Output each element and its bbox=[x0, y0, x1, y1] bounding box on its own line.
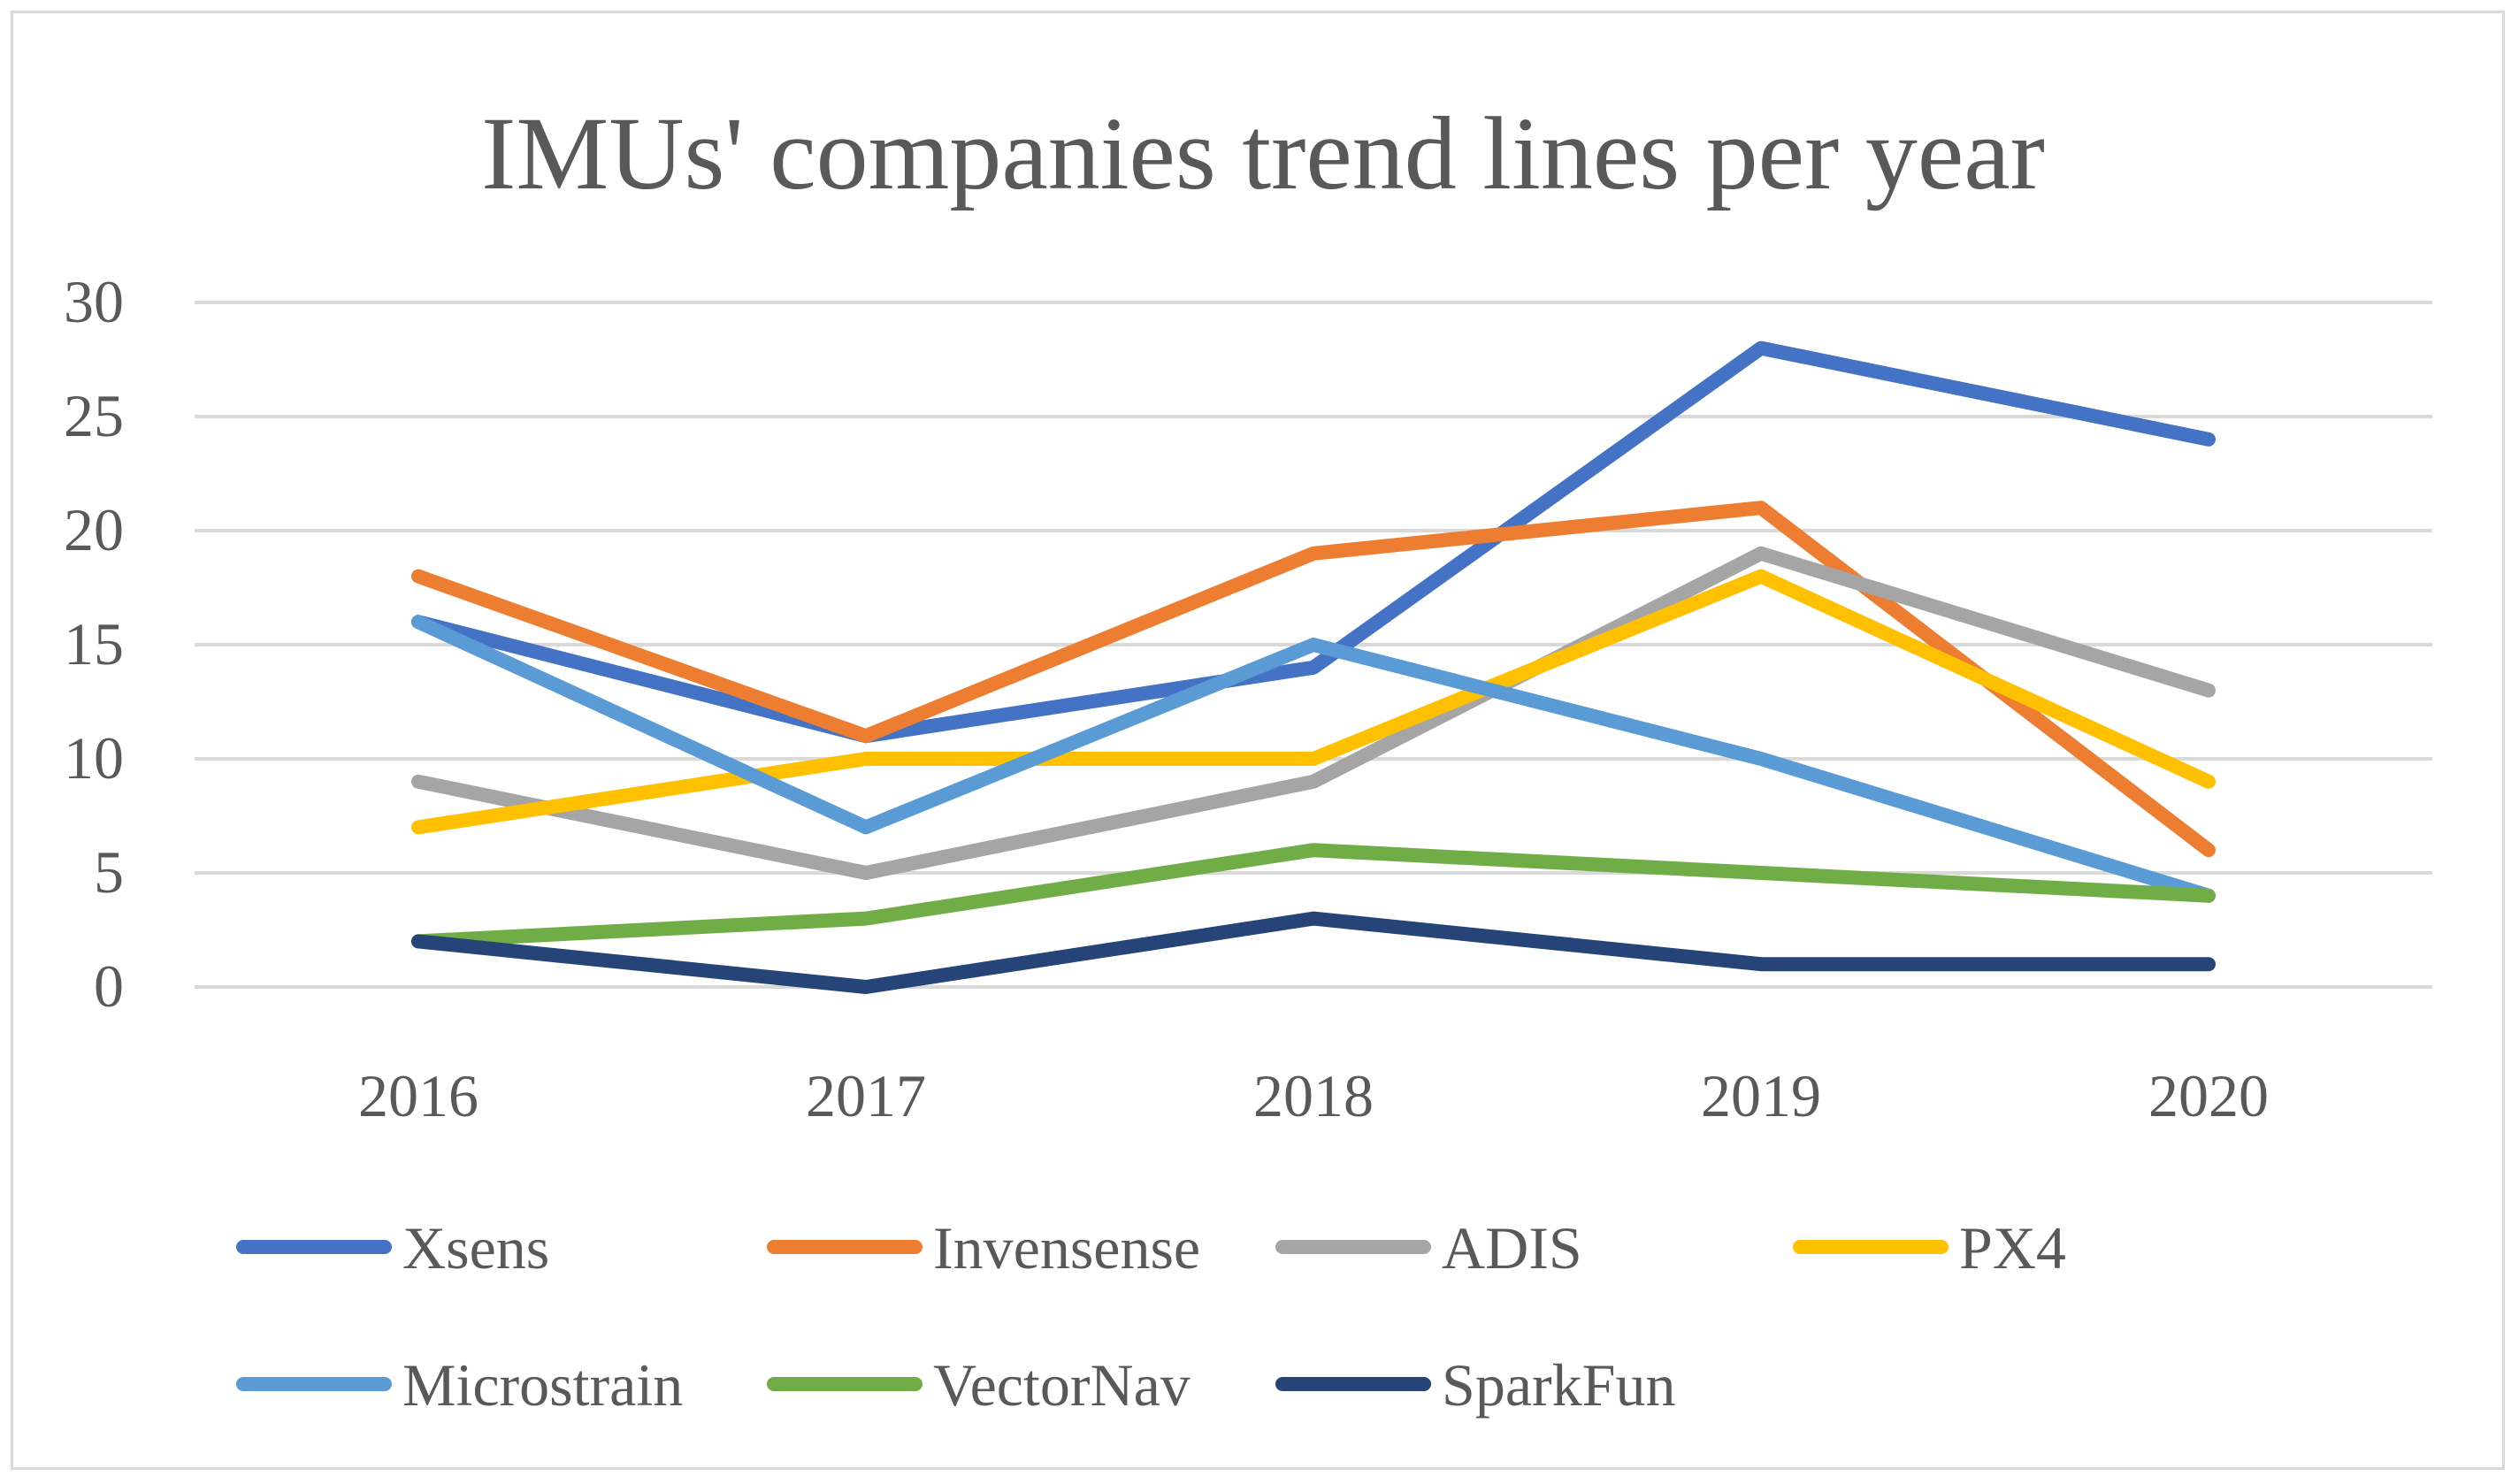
legend-label: PX4 bbox=[1959, 1214, 2066, 1281]
legend-item-adis: ADIS bbox=[1275, 1214, 1582, 1281]
series-line-sparkfun bbox=[411, 911, 2216, 994]
legend-label: ADIS bbox=[1442, 1214, 1582, 1281]
y-tick-label: 20 bbox=[64, 496, 124, 563]
legend-label: VectorNav bbox=[933, 1351, 1191, 1419]
y-tick-label: 10 bbox=[64, 724, 124, 792]
x-axis-tick-labels: 2016 2017 2018 2019 2020 bbox=[358, 1062, 2269, 1129]
series-line-adis bbox=[411, 546, 2216, 880]
y-axis-tick-labels: 0 5 10 15 20 25 30 bbox=[64, 268, 124, 1020]
legend-item-vectornav: VectorNav bbox=[767, 1351, 1191, 1419]
chart-title: IMUs' companies trend lines per year bbox=[481, 96, 2045, 211]
legend-label: Xsens bbox=[402, 1214, 549, 1281]
y-tick-label: 15 bbox=[64, 610, 124, 677]
series-lines bbox=[411, 340, 2216, 994]
x-tick-label: 2016 bbox=[358, 1062, 479, 1129]
y-tick-label: 0 bbox=[94, 952, 124, 1020]
y-tick-label: 30 bbox=[64, 268, 124, 335]
series-line-px4 bbox=[411, 569, 2216, 835]
y-tick-label: 25 bbox=[64, 382, 124, 449]
series-line-vectornav bbox=[411, 843, 2216, 949]
legend-item-microstrain: Microstrain bbox=[236, 1351, 683, 1419]
x-tick-label: 2018 bbox=[1253, 1062, 1374, 1129]
x-tick-label: 2017 bbox=[806, 1062, 926, 1129]
legend-item-invensense: Invensense bbox=[767, 1214, 1200, 1281]
legend-label: SparkFun bbox=[1442, 1351, 1675, 1419]
legend-label: Microstrain bbox=[402, 1351, 683, 1419]
legend-label: Invensense bbox=[933, 1214, 1200, 1281]
series-line-xsens bbox=[411, 340, 2216, 744]
x-tick-label: 2020 bbox=[2148, 1062, 2269, 1129]
series-line-microstrain bbox=[411, 615, 2216, 903]
legend-item-xsens: Xsens bbox=[236, 1214, 549, 1281]
chart-area: IMUs' companies trend lines per year 0 5 1… bbox=[11, 11, 2505, 1470]
legend-item-px4: PX4 bbox=[1793, 1214, 2066, 1281]
x-tick-label: 2019 bbox=[1701, 1062, 1821, 1129]
line-chart: IMUs' companies trend lines per year 0 5 1… bbox=[64, 96, 2432, 1419]
series-line-invensense bbox=[411, 501, 2216, 858]
legend-item-sparkfun: SparkFun bbox=[1275, 1351, 1675, 1419]
legend: Xsens Invensense ADIS PX4 Microstrain VectorN… bbox=[236, 1214, 2066, 1419]
y-tick-label: 5 bbox=[94, 838, 124, 906]
